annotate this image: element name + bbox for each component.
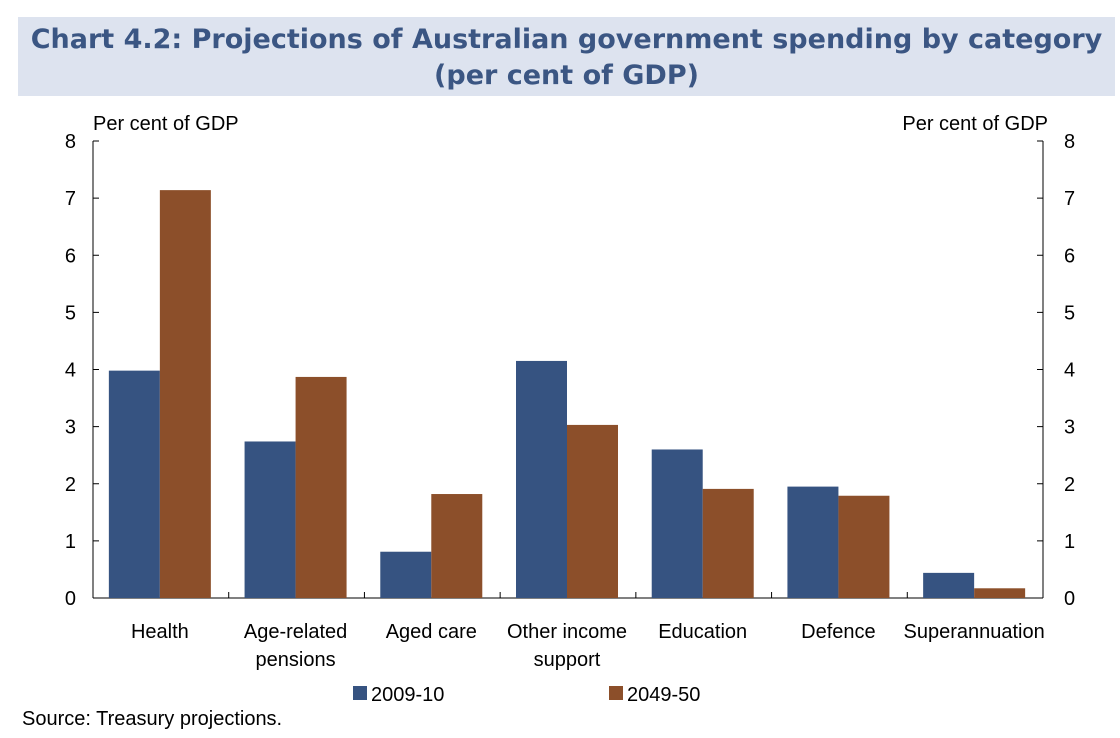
category-label: Health [131,621,189,643]
bar-2009-10 [516,360,567,598]
y-tick-label-left: 2 [65,474,76,496]
bar-2049-50 [567,424,618,598]
category-label: Other income [507,621,627,643]
category-label: support [534,649,601,671]
bar-2009-10 [244,441,296,598]
y-tick-label-right: 6 [1064,245,1075,267]
y-axis-title-left: Per cent of GDP [93,113,239,135]
category-label: Superannuation [904,621,1045,643]
chart-title: Chart 4.2: Projections of Australian gov… [30,24,1103,55]
y-tick-label-left: 1 [65,531,76,553]
y-tick-label-left: 5 [65,302,76,324]
category-label: Age-related [244,621,347,643]
bar-2049-50 [159,190,211,598]
chart-subtitle: (per cent of GDP) [434,60,699,91]
category-label: Aged care [386,621,477,643]
bar-2049-50 [431,494,483,598]
bar-2009-10 [651,449,703,598]
title-band: Chart 4.2: Projections of Australian gov… [18,17,1115,96]
legend-label: 2049-50 [627,684,700,706]
y-tick-label-right: 2 [1064,474,1075,496]
y-axis-title-right: Per cent of GDP [902,113,1048,135]
category-label: Education [658,621,747,643]
y-tick-label-right: 1 [1064,531,1075,553]
legend-label: 2009-10 [371,684,444,706]
y-tick-label-left: 4 [65,360,76,382]
bar-2009-10 [380,551,432,598]
source-note: Source: Treasury projections. [22,708,283,730]
y-tick-label-left: 8 [65,131,76,153]
legend-swatch [609,686,623,700]
y-tick-label-left: 0 [65,588,76,610]
y-tick-label-left: 6 [65,245,76,267]
y-tick-label-right: 7 [1064,188,1075,210]
y-tick-label-left: 3 [65,417,76,439]
category-label: Defence [801,621,876,643]
legend-swatch [353,686,367,700]
y-tick-label-right: 4 [1064,360,1075,382]
bar-2049-50 [295,376,347,598]
bar-2049-50 [974,588,1026,598]
y-tick-label-right: 0 [1064,588,1075,610]
bar-2009-10 [787,486,839,598]
bar-2049-50 [838,495,890,598]
bar-2009-10 [923,572,975,598]
y-tick-label-right: 8 [1064,131,1075,153]
y-tick-label-left: 7 [65,188,76,210]
bar-2009-10 [108,370,160,598]
category-label: pensions [256,649,336,671]
bar-2049-50 [702,488,754,598]
y-tick-label-right: 5 [1064,302,1075,324]
y-tick-label-right: 3 [1064,417,1075,439]
